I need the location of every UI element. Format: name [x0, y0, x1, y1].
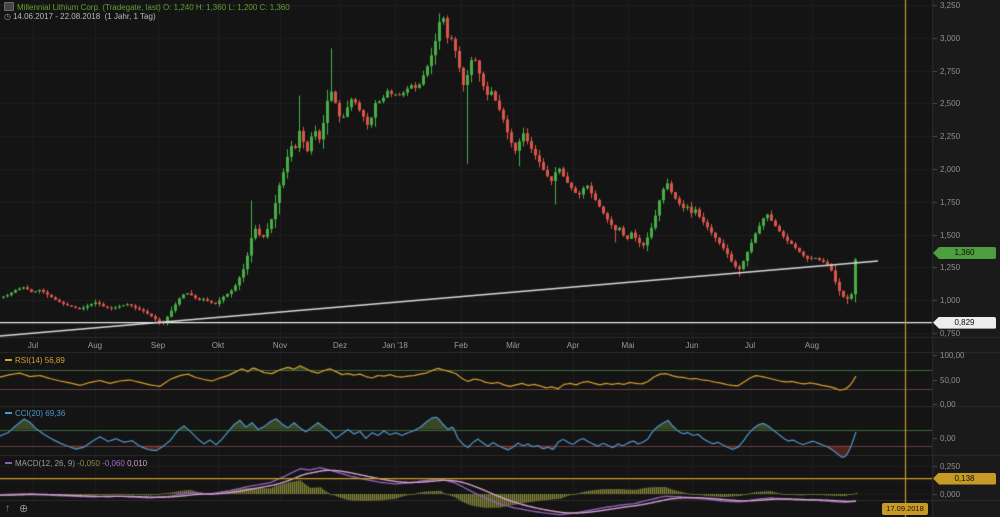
- rsi-tick-label: 50,00: [940, 375, 961, 385]
- month-label: Feb: [454, 341, 468, 350]
- month-label: Jul: [27, 341, 39, 350]
- month-label: Aug: [804, 341, 820, 350]
- month-label: Jul: [744, 341, 756, 350]
- rsi-tick-label: 0,00: [940, 400, 956, 409]
- price-tick-label: 3,250: [940, 1, 961, 10]
- price-tick-label: 2,750: [940, 66, 961, 76]
- cci-legend[interactable]: CCI(20) 69,36: [5, 409, 65, 419]
- cci-series-marker: [5, 412, 12, 415]
- price-tick-label: 0,750: [940, 329, 961, 338]
- symbol-ohlc: O: 1,240 H: 1,360 L: 1,200 C: 1,360: [163, 3, 290, 12]
- month-label: Apr: [566, 341, 580, 350]
- cci-value: 69,36: [45, 409, 66, 418]
- month-label: Nov: [272, 341, 288, 350]
- month-label: Okt: [211, 341, 225, 350]
- macd-alert-badge: 0,138: [933, 472, 996, 485]
- trendline-value-badge: 0,829: [933, 316, 996, 329]
- macd-legend[interactable]: MACD(12, 26, 9) -0,050 -0,060 0,010: [5, 459, 147, 469]
- rsi-label: RSI(14): [15, 356, 43, 365]
- macd-signal-value: 0,010: [127, 459, 148, 468]
- scroll-to-end-icon[interactable]: ↑: [5, 503, 10, 514]
- daterange-legend: ◷ 14.06.2017 - 22.08.2018 (1 Jahr, 1 Tag): [4, 12, 156, 22]
- rsi-legend[interactable]: RSI(14) 56,89: [5, 356, 65, 366]
- cci-tick-label: 0,00: [940, 433, 956, 443]
- price-tick-label: 2,000: [940, 165, 961, 174]
- symbol-name: Millennial Lithium Corp. (Tradegate, las…: [17, 3, 161, 12]
- symbol-legend: Millennial Lithium Corp. (Tradegate, las…: [4, 2, 290, 13]
- globe-icon[interactable]: ⊕: [19, 503, 29, 515]
- price-tick-label: 1,250: [940, 263, 961, 273]
- clock-icon: ◷: [4, 12, 11, 21]
- month-label: Dez: [332, 341, 348, 350]
- month-label: Aug: [87, 341, 103, 350]
- current-price-badge: 1,360: [933, 246, 996, 259]
- price-tick-label: 1,750: [940, 197, 961, 207]
- event-date-badge: 17.09.2018: [882, 503, 928, 515]
- month-label: Mai: [621, 341, 635, 350]
- cci-label: CCI(20): [15, 409, 44, 418]
- rsi-series-marker: [5, 359, 12, 362]
- macd-tick-label: 0,000: [940, 490, 961, 499]
- macd-hist-value: -0,050: [77, 459, 100, 468]
- month-label: Jan '18: [382, 341, 408, 350]
- rsi-value: 56,89: [44, 356, 65, 365]
- price-tick-label: 1,500: [940, 230, 961, 240]
- month-label: Mär: [506, 341, 520, 350]
- macd-series-marker: [5, 462, 12, 465]
- price-tick-label: 2,250: [940, 132, 961, 142]
- month-label: Sep: [150, 341, 166, 350]
- month-label: Jun: [685, 341, 699, 350]
- date-period: (1 Jahr, 1 Tag): [104, 12, 156, 21]
- macd-label: MACD(12, 26, 9): [15, 459, 76, 468]
- date-range: 14.06.2017 - 22.08.2018: [12, 12, 101, 21]
- price-tick-label: 3,000: [940, 33, 961, 43]
- price-tick-label: 1,000: [940, 296, 961, 306]
- price-tick-label: 2,500: [940, 99, 961, 109]
- instrument-flag-icon: [4, 2, 14, 11]
- rsi-tick-label: 100,00: [940, 351, 965, 360]
- macd-line-value: -0,060: [102, 459, 125, 468]
- macd-tick-label: 0,250: [940, 462, 961, 471]
